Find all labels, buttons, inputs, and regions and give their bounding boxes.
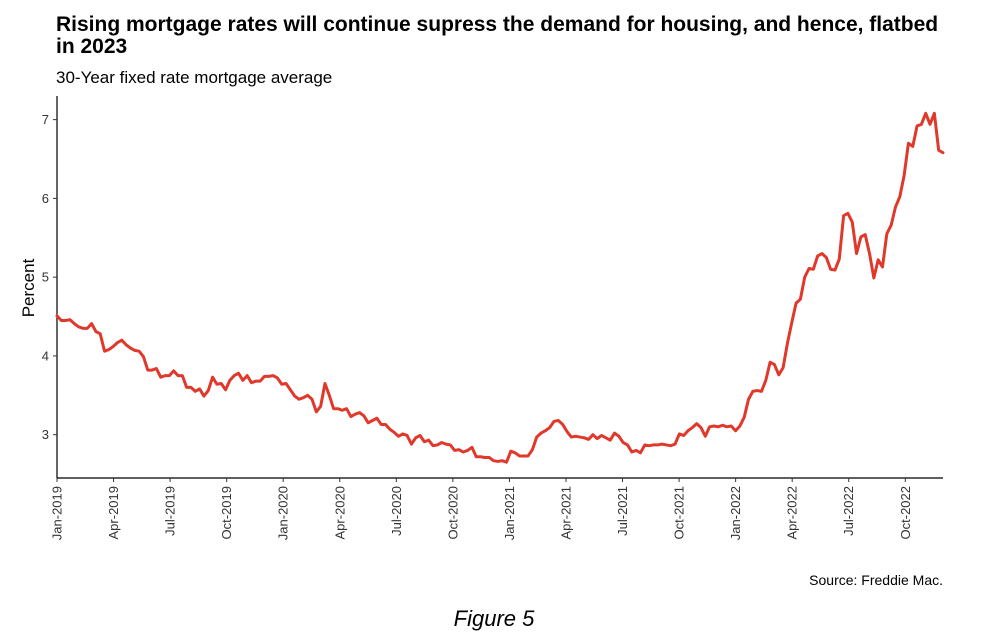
x-tick-label: Apr-2021 <box>558 486 573 539</box>
x-tick-label: Jan-2019 <box>50 486 65 540</box>
x-tick-label: Jul-2022 <box>841 486 856 536</box>
source-note: Source: Freddie Mac. <box>809 572 943 588</box>
x-tick-label: Apr-2020 <box>332 486 347 539</box>
x-axis-ticks: Jan-2019 Apr-2019 Jul-2019 Oct-2019 Jan-2020… <box>50 478 913 540</box>
y-tick-label: 6 <box>42 191 49 206</box>
x-tick-label: Apr-2019 <box>106 486 121 539</box>
y-tick-label: 4 <box>42 348 49 363</box>
x-tick-label: Apr-2022 <box>785 486 800 539</box>
x-tick-label: Oct-2019 <box>219 486 234 539</box>
x-tick-label: Oct-2022 <box>898 486 913 539</box>
x-tick-label: Jul-2021 <box>615 486 630 536</box>
x-tick-label: Jan-2022 <box>728 486 743 540</box>
y-axis-title: Percent <box>19 258 38 317</box>
x-tick-label: Jan-2020 <box>276 486 291 540</box>
x-tick-label: Oct-2021 <box>672 486 687 539</box>
y-tick-label: 5 <box>42 270 49 285</box>
y-tick-label: 7 <box>42 112 49 127</box>
series-group <box>55 111 945 464</box>
x-tick-label: Oct-2020 <box>445 486 460 539</box>
y-tick-label: 3 <box>42 427 49 442</box>
figure-caption: Figure 5 <box>453 606 535 631</box>
chart-subtitle: 30-Year fixed rate mortgage average <box>56 68 333 87</box>
x-tick-label: Jan-2021 <box>502 486 517 540</box>
mortgage-rate-line <box>55 111 945 464</box>
chart-axes <box>56 96 943 479</box>
chart-title: Rising mortgage rates will continue supr… <box>56 13 939 58</box>
y-axis-ticks: 3 4 5 6 7 <box>42 112 57 442</box>
x-tick-label: Jul-2019 <box>163 486 178 536</box>
x-tick-label: Jul-2020 <box>389 486 404 536</box>
